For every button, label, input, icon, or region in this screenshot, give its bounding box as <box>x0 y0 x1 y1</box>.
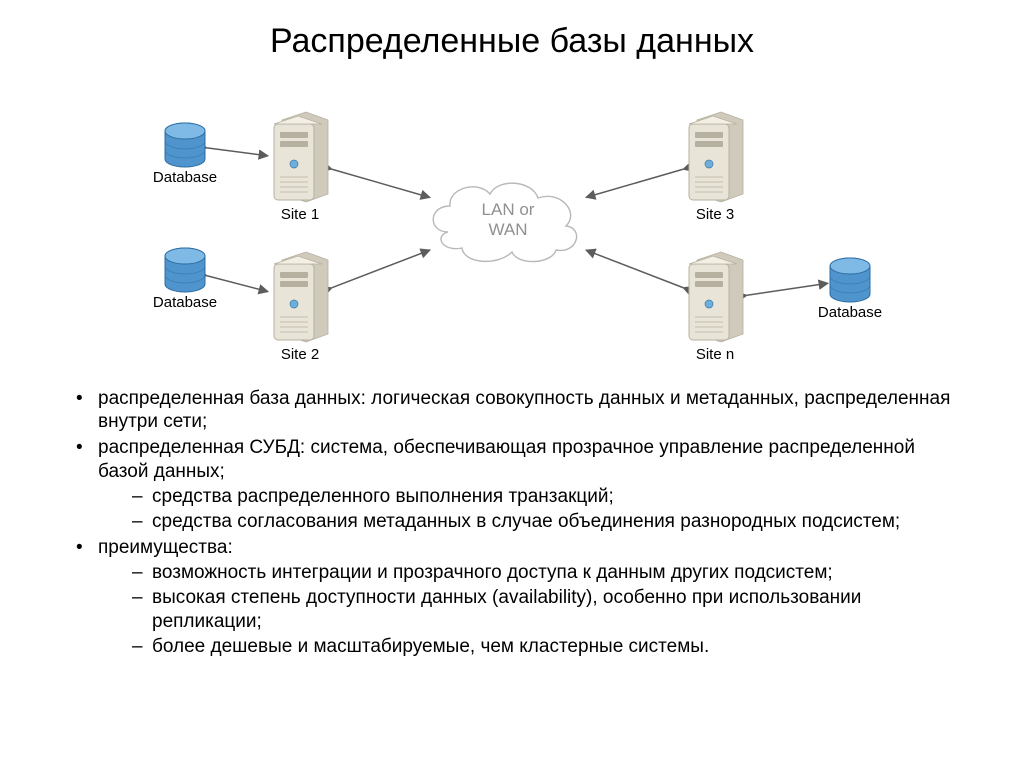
server-label: Site 3 <box>670 206 760 223</box>
server-node <box>274 252 328 342</box>
bullet-subitem: высокая степень доступности данных (avai… <box>128 586 954 632</box>
edge <box>207 276 268 292</box>
bullet-subitem: средства согласования метаданных в случа… <box>128 510 954 533</box>
cloud-label: LAN orWAN <box>463 200 553 239</box>
bullet-subitem: возможность интеграции и прозрачного дос… <box>128 561 954 584</box>
edge <box>586 250 683 287</box>
slide-title: Распределенные базы данных <box>0 0 1024 71</box>
server-node <box>689 112 743 202</box>
bullet-subitem: средства распределенного выполнения тран… <box>128 485 954 508</box>
database-label: Database <box>140 169 230 186</box>
edge <box>747 283 828 295</box>
database-label: Database <box>140 294 230 311</box>
server-node <box>689 252 743 342</box>
edge <box>207 148 268 156</box>
network-diagram: Database Database Database Site 1 Site 2 Site… <box>0 75 1024 375</box>
bullet-item: преимущества:возможность интеграции и пр… <box>70 536 954 658</box>
edge <box>586 169 683 197</box>
database-label: Database <box>805 304 895 321</box>
server-node <box>274 112 328 202</box>
bullet-item: распределенная база данных: логическая с… <box>70 387 954 433</box>
database-node <box>830 258 870 302</box>
bullet-item: распределенная СУБД: система, обеспечива… <box>70 436 954 533</box>
bullet-subitem: более дешевые и масштабируемые, чем клас… <box>128 635 954 658</box>
server-label: Site 2 <box>255 346 345 363</box>
edge <box>332 169 430 197</box>
server-label: Site 1 <box>255 206 345 223</box>
database-node <box>165 248 205 292</box>
edge <box>332 250 430 288</box>
database-node <box>165 123 205 167</box>
server-label: Site n <box>670 346 760 363</box>
bullet-list: распределенная база данных: логическая с… <box>0 375 1024 658</box>
